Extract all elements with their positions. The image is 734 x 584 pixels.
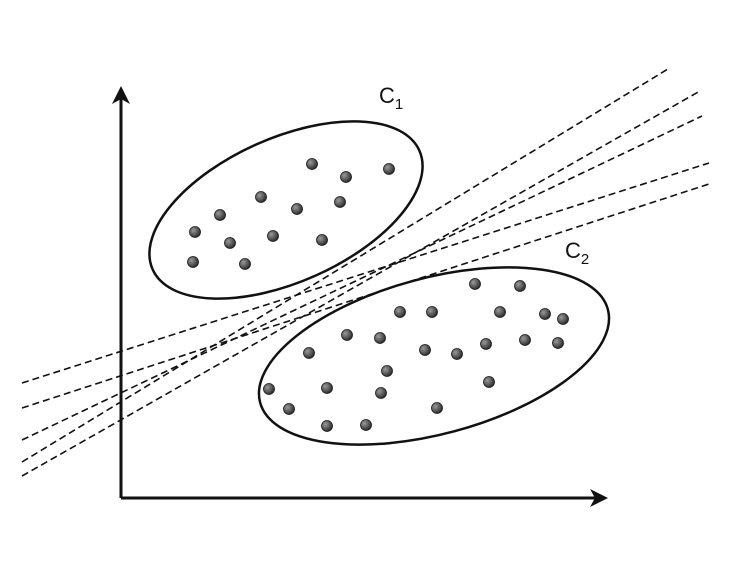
data-point: [321, 420, 333, 432]
data-point: [303, 347, 315, 359]
data-point: [469, 278, 481, 290]
cluster-c1-label: C1: [379, 83, 403, 113]
data-point: [394, 306, 406, 318]
data-point: [291, 203, 303, 215]
cluster-c2-subscript: 2: [581, 251, 589, 268]
axes: [119, 96, 598, 500]
dashed-line: [21, 115, 703, 441]
data-point: [340, 171, 352, 183]
data-point: [267, 230, 279, 242]
data-point: [187, 256, 199, 268]
data-point: [552, 337, 564, 349]
dashed-line: [21, 90, 701, 477]
cluster-c2-points: [263, 278, 569, 432]
data-point: [383, 163, 395, 175]
data-point: [519, 334, 531, 346]
dashed-line: [21, 162, 710, 384]
cluster-c1-letter: C: [379, 83, 395, 108]
data-point: [451, 348, 463, 360]
data-point: [283, 403, 295, 415]
dashed-lines-group: [21, 68, 710, 477]
data-point: [189, 226, 201, 238]
data-point: [263, 383, 275, 395]
data-point: [360, 419, 372, 431]
data-point: [306, 158, 318, 170]
data-point: [239, 258, 251, 270]
data-point: [224, 237, 236, 249]
data-point: [539, 308, 551, 320]
data-point: [375, 387, 387, 399]
data-point: [557, 313, 569, 325]
data-point: [381, 365, 393, 377]
data-point: [514, 280, 526, 292]
cluster-c2-label: C2: [565, 238, 589, 268]
data-point: [341, 329, 353, 341]
data-point: [426, 306, 438, 318]
dashed-line: [21, 68, 669, 463]
cluster-c1-points: [187, 158, 395, 270]
data-point: [483, 376, 495, 388]
data-point: [419, 344, 431, 356]
y-axis-arrowhead: [112, 86, 130, 104]
data-point: [494, 306, 506, 318]
data-point: [214, 209, 226, 221]
data-point: [374, 332, 386, 344]
cluster-c1-subscript: 1: [395, 96, 403, 113]
data-point: [334, 196, 346, 208]
data-point: [431, 402, 443, 414]
cluster-c2-letter: C: [565, 238, 581, 263]
data-point: [255, 191, 267, 203]
data-point: [480, 338, 492, 350]
data-point: [321, 382, 333, 394]
cluster-c2-ellipse: [257, 266, 611, 446]
data-point: [316, 234, 328, 246]
cluster-c1-ellipse: [148, 120, 424, 300]
x-axis-arrowhead: [590, 489, 608, 507]
